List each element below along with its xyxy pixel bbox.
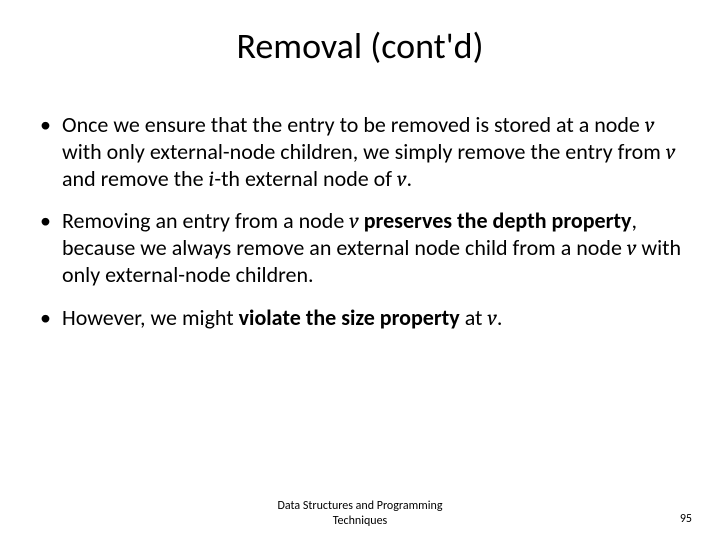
text-fragment: .	[497, 304, 503, 331]
bullet-item: However, we might violate the size prope…	[38, 305, 682, 332]
math-var: v	[645, 112, 654, 138]
text-fragment: and remove the	[62, 165, 209, 192]
text-fragment: -th external node of	[214, 165, 397, 192]
slide-title: Removal (cont'd)	[0, 24, 720, 68]
text-bold: violate the size property	[239, 304, 460, 331]
slide-footer: Data Structures and Programming Techniqu…	[0, 499, 720, 528]
bullet-item: Once we ensure that the entry to be remo…	[38, 112, 682, 192]
math-var: v	[666, 139, 675, 165]
text-fragment: However, we might	[62, 304, 239, 331]
math-var: v	[349, 208, 358, 234]
slide: Removal (cont'd) Once we ensure that the…	[0, 0, 720, 540]
text-fragment: Removing an entry from a node	[62, 207, 349, 234]
text-fragment: at	[460, 304, 488, 331]
page-number: 95	[680, 512, 692, 526]
slide-body: Once we ensure that the entry to be remo…	[38, 112, 682, 348]
text-fragment: .	[406, 165, 412, 192]
footer-line: Data Structures and Programming	[278, 499, 443, 513]
bullet-item: Removing an entry from a node v preserve…	[38, 208, 682, 288]
math-var: v	[487, 305, 496, 331]
math-var: v	[627, 235, 636, 261]
text-bold: preserves the depth property	[359, 207, 632, 234]
text-fragment: with only external-node children, we sim…	[62, 138, 666, 165]
footer-line: Techniques	[333, 514, 387, 528]
text-fragment: Once we ensure that the entry to be remo…	[62, 111, 645, 138]
